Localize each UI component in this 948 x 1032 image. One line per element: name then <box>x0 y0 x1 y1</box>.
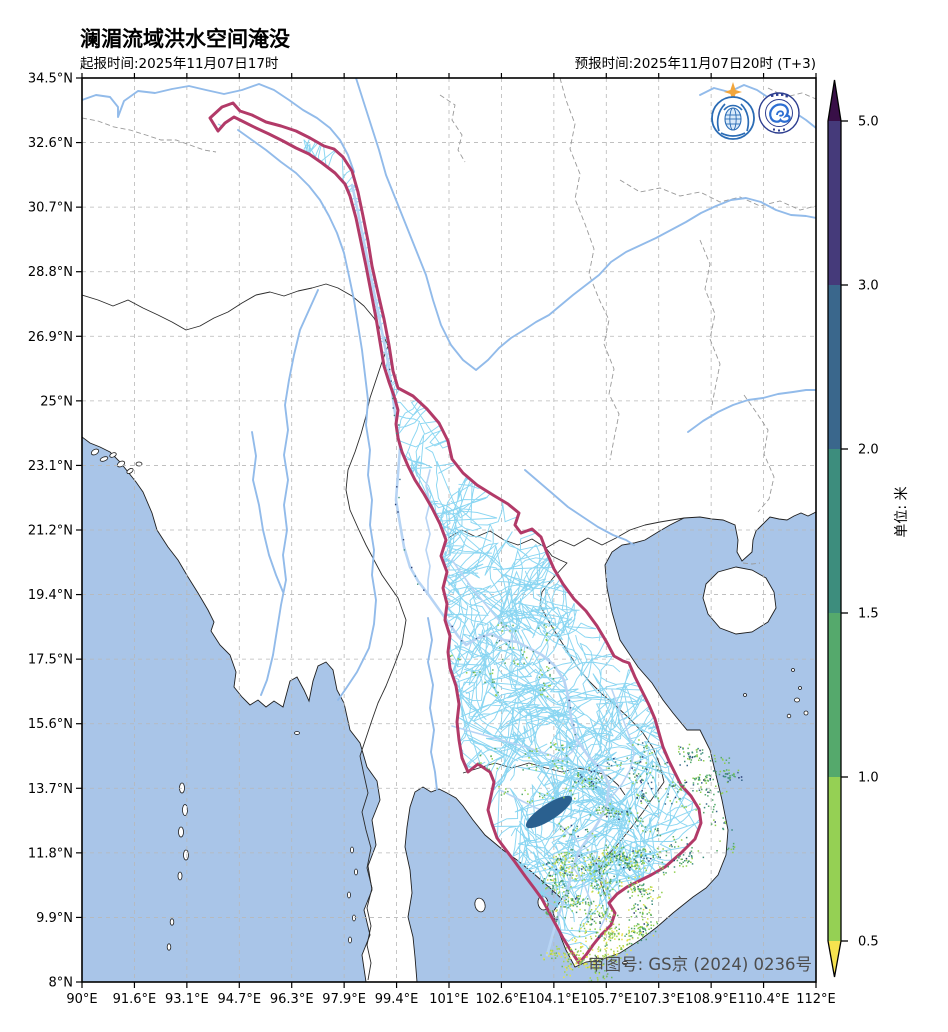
x-axis-tick-label: 107.3°E <box>633 992 685 1007</box>
x-axis-tick-label: 108.9°E <box>685 992 737 1007</box>
y-axis-tick-label: 23.1°N <box>28 459 73 474</box>
y-axis-tick-label: 30.7°N <box>28 201 73 216</box>
y-axis-tick-label: 9.9°N <box>36 911 73 926</box>
colorbar-unit-label: 单位: 米 <box>894 486 910 537</box>
gridlines-layer <box>82 78 816 982</box>
x-axis-tick-label: 105.7°E <box>580 992 632 1007</box>
map-approval-note: 审图号: GS京 (2024) 0236号 <box>588 955 812 974</box>
y-axis-tick-label: 21.2°N <box>28 524 73 539</box>
colorbar-tick-label: 1.0 <box>858 771 879 786</box>
y-axis-tick-label: 19.4°N <box>28 588 73 603</box>
y-axis-tick-label: 15.6°N <box>28 717 73 732</box>
flood-inundation-layer <box>389 368 743 982</box>
x-axis-tick-label: 94.7°E <box>217 992 261 1007</box>
major-rivers-layer <box>82 78 816 791</box>
y-axis-tick-label: 8°N <box>49 976 74 991</box>
axes-frame: 90°E 91.6°E 93.1°E 94.7°E 96.3°E 97.9°E 99.4°E… <box>28 72 836 1008</box>
y-axis-tick-label: 11.8°N <box>28 846 73 861</box>
colorbar-tick-label: 5.0 <box>858 115 879 130</box>
x-axis-tick-label: 101°E <box>429 992 469 1007</box>
forecast-time-label: 预报时间:2025年11月07日20时 (T+3) <box>575 56 816 72</box>
y-axis-tick-label: 26.9°N <box>28 330 73 345</box>
x-axis-tick-label: 97.9°E <box>322 992 366 1007</box>
x-axis-tick-label: 104.1°E <box>528 992 580 1007</box>
x-axis-tick-label: 112°E <box>796 992 836 1007</box>
y-axis-tick-label: 13.7°N <box>28 782 73 797</box>
y-axis-tick-label: 32.6°N <box>28 136 73 151</box>
y-axis-tick-label: 28.8°N <box>28 265 73 280</box>
x-axis-tick-label: 99.4°E <box>375 992 419 1007</box>
init-time-label: 起报时间:2025年11月07日17时 <box>80 56 278 72</box>
y-axis-tick-label: 17.5°N <box>28 653 73 668</box>
islands-layer <box>90 448 809 965</box>
basin-boundary-layer <box>208 101 703 965</box>
x-axis-tick-label: 102.6°E <box>475 992 527 1007</box>
logos <box>711 82 800 140</box>
x-axis-tick-label: 90°E <box>66 992 97 1007</box>
x-axis-tick-label: 93.1°E <box>165 992 209 1007</box>
colorbar-tick-label: 1.5 <box>858 607 879 622</box>
colorbar-tick-label: 0.5 <box>858 935 879 950</box>
cma-logo-icon <box>758 92 800 134</box>
tonle-sap-lake <box>525 795 573 829</box>
x-axis-tick-label: 110.4°E <box>738 992 790 1007</box>
x-axis-tick-label: 96.3°E <box>270 992 314 1007</box>
x-axis-tick-label: 91.6°E <box>113 992 157 1007</box>
y-axis-tick-label: 25°N <box>40 394 73 409</box>
wmo-logo-icon <box>711 82 755 140</box>
ocean-layer <box>82 436 816 982</box>
page-title: 澜湄流域洪水空间淹没 <box>80 27 291 51</box>
colorbar-tick-label: 2.0 <box>858 443 879 458</box>
y-axis-tick-label: 34.5°N <box>28 72 73 87</box>
colorbar-tick-label: 3.0 <box>858 279 879 294</box>
colorbar: 0.5 1.0 1.5 2.0 3.0 5.0 单位: 米 <box>827 79 910 978</box>
